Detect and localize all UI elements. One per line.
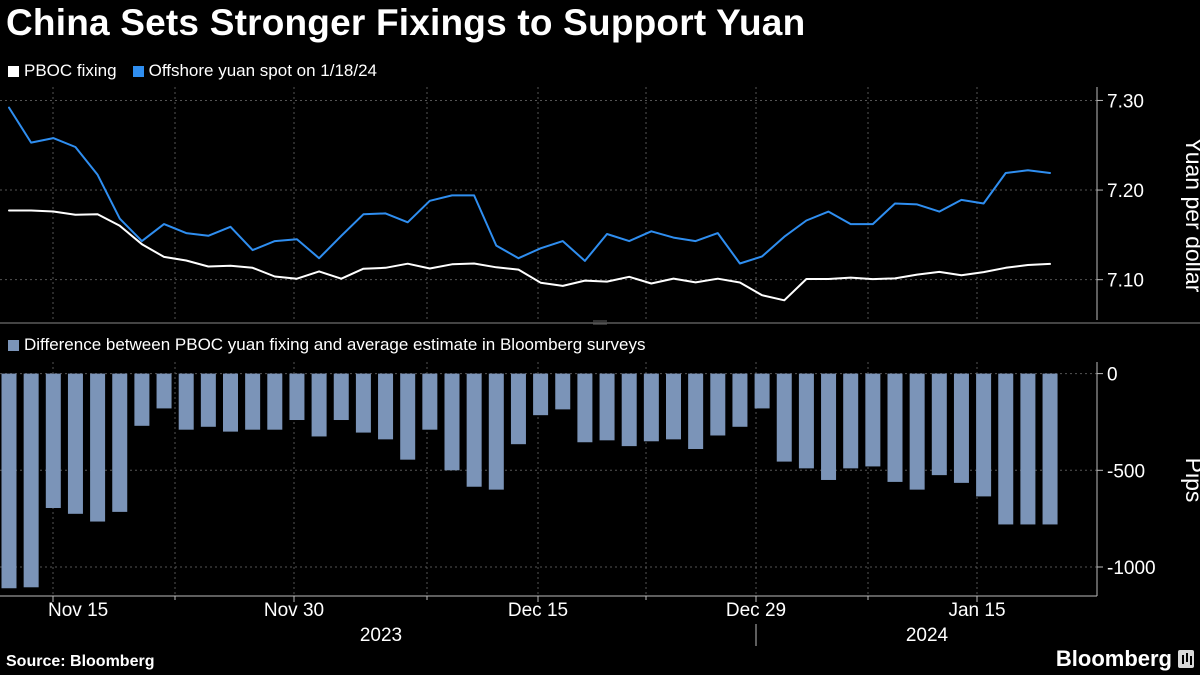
bloomberg-logo: Bloomberg (1056, 646, 1194, 672)
brand-wordmark: Bloomberg (1055, 646, 1172, 671)
difference-bar (577, 373, 593, 443)
legend-item-pboc: PBOC fixing (8, 61, 117, 81)
difference-bar (887, 373, 903, 482)
year-label-2023: 2023 (360, 625, 402, 646)
difference-bar (1, 373, 17, 589)
bottom-y-tick-label: -1000 (1107, 558, 1156, 579)
top-y-axis-title: Yuan per dollar (1181, 138, 1200, 293)
difference-bar (200, 373, 216, 427)
difference-bar (533, 373, 549, 416)
difference-bar (798, 373, 814, 469)
difference-bar (643, 373, 659, 442)
bottom-y-tick-label: -500 (1107, 461, 1145, 482)
difference-bar (333, 373, 349, 421)
difference-bar (178, 373, 194, 430)
bloomberg-chart-icon (1178, 650, 1194, 668)
difference-bar (466, 373, 482, 487)
difference-bar (422, 373, 438, 430)
x-tick-label-jan-15: Jan 15 (948, 600, 1005, 621)
difference-bar (267, 373, 283, 430)
difference-bar (378, 373, 394, 440)
offshore-spot-line (8, 106, 1051, 265)
lines-layer (8, 106, 1051, 302)
top-y-tick-label: 7.30 (1107, 91, 1144, 112)
difference-bar (710, 373, 726, 436)
difference-bar (732, 373, 748, 427)
difference-bar (621, 373, 637, 447)
difference-bar (23, 373, 39, 588)
top-legend: PBOC fixing Offshore yuan spot on 1/18/2… (8, 61, 393, 81)
legend-label-difference: Difference between PBOC yuan fixing and … (24, 335, 646, 354)
difference-bar (688, 373, 704, 450)
difference-bar (488, 373, 504, 490)
legend-label-pboc: PBOC fixing (24, 61, 117, 80)
difference-bar (776, 373, 792, 462)
difference-bar (134, 373, 150, 426)
difference-bar (953, 373, 969, 483)
chart-title: China Sets Stronger Fixings to Support Y… (6, 2, 806, 43)
difference-bar (355, 373, 371, 433)
legend-swatch-spot (132, 65, 144, 77)
legend-swatch-pboc (8, 65, 19, 77)
bars-layer (1, 373, 1058, 589)
x-tick-label-nov-30: Nov 30 (264, 600, 324, 621)
difference-bar (599, 373, 615, 441)
x-tick-label-dec-29: Dec 29 (726, 600, 786, 621)
legend-label-spot: Offshore yuan spot on 1/18/24 (148, 61, 377, 80)
difference-bar (754, 373, 770, 409)
difference-bar (90, 373, 106, 522)
difference-bar (112, 373, 128, 512)
difference-bar (156, 373, 172, 409)
difference-bar (555, 373, 571, 410)
x-tick-label-nov-15: Nov 15 (48, 600, 108, 621)
difference-bar (289, 373, 305, 421)
difference-bar (1020, 373, 1036, 525)
difference-bar (245, 373, 261, 430)
top-y-tick-label: 7.10 (1107, 271, 1144, 292)
grid-layer (0, 87, 1097, 596)
difference-bar (931, 373, 947, 476)
bottom-y-tick-label: 0 (1107, 365, 1118, 386)
legend-swatch-difference (8, 339, 19, 351)
difference-bar (843, 373, 859, 469)
source-note: Source: Bloomberg (6, 653, 155, 670)
difference-bar (976, 373, 992, 497)
bottom-legend: Difference between PBOC yuan fixing and … (8, 335, 661, 355)
top-y-tick-label: 7.20 (1107, 181, 1144, 202)
axes-layer: 7.10 7.20 7.30 0 -500 -1000 (0, 87, 1200, 646)
difference-bar (1042, 373, 1058, 525)
difference-bar (666, 373, 681, 440)
bottom-y-axis-title: Pips (1181, 458, 1200, 503)
difference-bar (67, 373, 83, 514)
x-tick-label-dec-15: Dec 15 (508, 600, 568, 621)
difference-bar (400, 373, 416, 460)
legend-item-difference: Difference between PBOC yuan fixing and … (8, 335, 645, 355)
difference-bar (223, 373, 238, 432)
difference-bar (865, 373, 881, 467)
year-label-2024: 2024 (906, 625, 949, 646)
difference-bar (45, 373, 61, 509)
difference-bar (311, 373, 327, 437)
legend-item-spot: Offshore yuan spot on 1/18/24 (132, 61, 377, 81)
difference-bar (909, 373, 925, 490)
difference-bar (510, 373, 526, 445)
pboc-fixing-line (8, 209, 1051, 302)
difference-bar (821, 373, 837, 480)
difference-bar (444, 373, 460, 471)
difference-bar (998, 373, 1014, 525)
